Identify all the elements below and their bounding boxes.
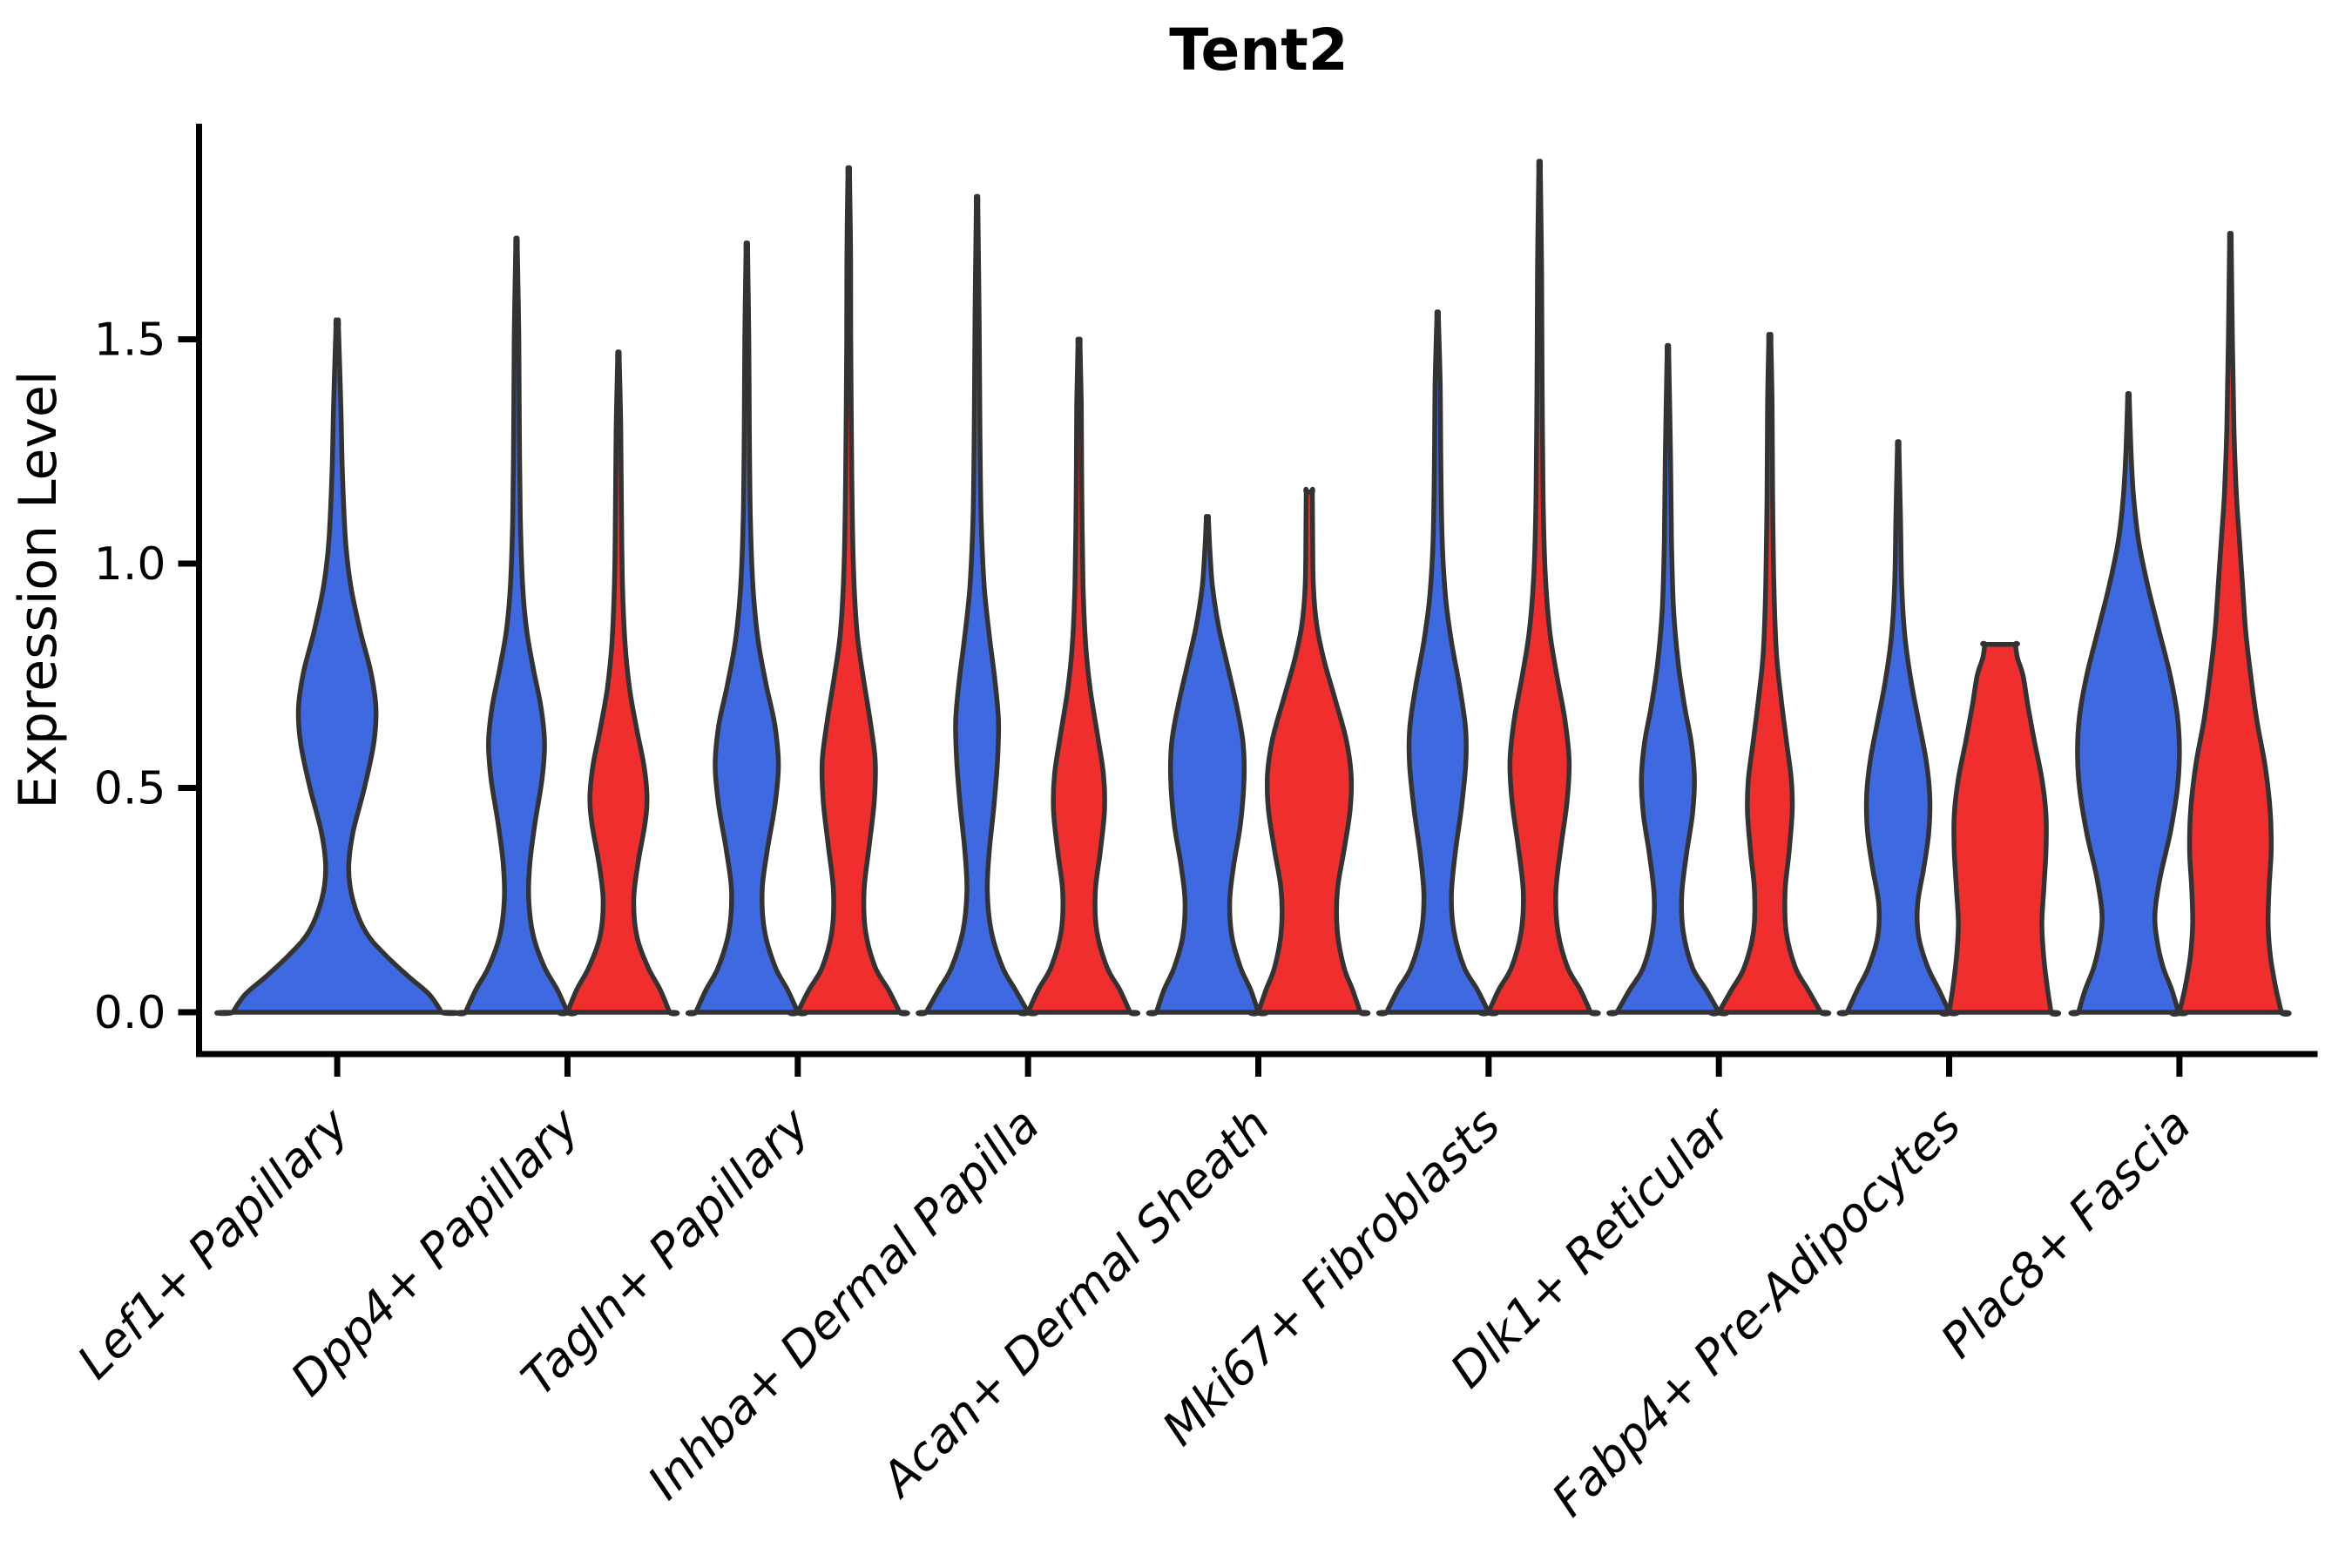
x-category-labels: Lef1+ Papillary Dpp4+ Papillary Tagln+ P… <box>67 1096 2201 1527</box>
y-axis-title: Expression Level <box>8 370 69 808</box>
violin-dpp4-papillary-blue <box>455 235 578 1017</box>
violin-plac8-fascia-blue <box>2068 391 2189 1017</box>
violin-acan-dermal-sheath-blue <box>1146 514 1269 1017</box>
x-category-label: Plac8+ Fascia <box>1930 1098 2201 1369</box>
violin-tagln-papillary-red <box>787 165 910 1017</box>
chart-title: Tent2 <box>1169 17 1348 84</box>
violin-acan-dermal-sheath-red <box>1247 486 1371 1017</box>
violin-tagln-papillary-blue <box>685 240 808 1017</box>
y-tick-label: 0.5 <box>94 763 166 815</box>
violins-layer <box>214 159 2292 1017</box>
violin-fabp4-pre-adipocytes-red <box>1938 640 2062 1017</box>
violin-fabp4-pre-adipocytes-blue <box>1836 439 1960 1017</box>
violin-dlk1-reticular-blue <box>1606 342 1730 1017</box>
y-tick-label: 1.0 <box>94 538 166 591</box>
y-tick-label: 1.5 <box>94 314 166 367</box>
y-tick-labels: 0.0 0.5 1.0 1.5 <box>94 314 166 1040</box>
x-category-label: Fabp4+ Pre-Adipocytes <box>1541 1098 1970 1527</box>
axes-layer <box>178 124 2318 1077</box>
y-tick-label: 0.0 <box>94 987 166 1039</box>
x-category-label: Acan+ Dermal Sheath <box>869 1098 1281 1509</box>
violin-dpp4-papillary-red <box>557 349 680 1017</box>
violin-dlk1-reticular-red <box>1708 332 1832 1017</box>
violin-lef1-papillary-blue <box>214 317 460 1017</box>
violin-plac8-fascia-red <box>2169 231 2292 1017</box>
violin-mki67-fibroblasts-red <box>1477 159 1601 1017</box>
x-category-label: Inhba+ Dermal Papilla <box>638 1098 1051 1511</box>
violin-inhba-dermal-papilla-red <box>1017 336 1141 1017</box>
violin-mki67-fibroblasts-blue <box>1375 309 1499 1017</box>
violin-inhba-dermal-papilla-blue <box>916 193 1039 1017</box>
